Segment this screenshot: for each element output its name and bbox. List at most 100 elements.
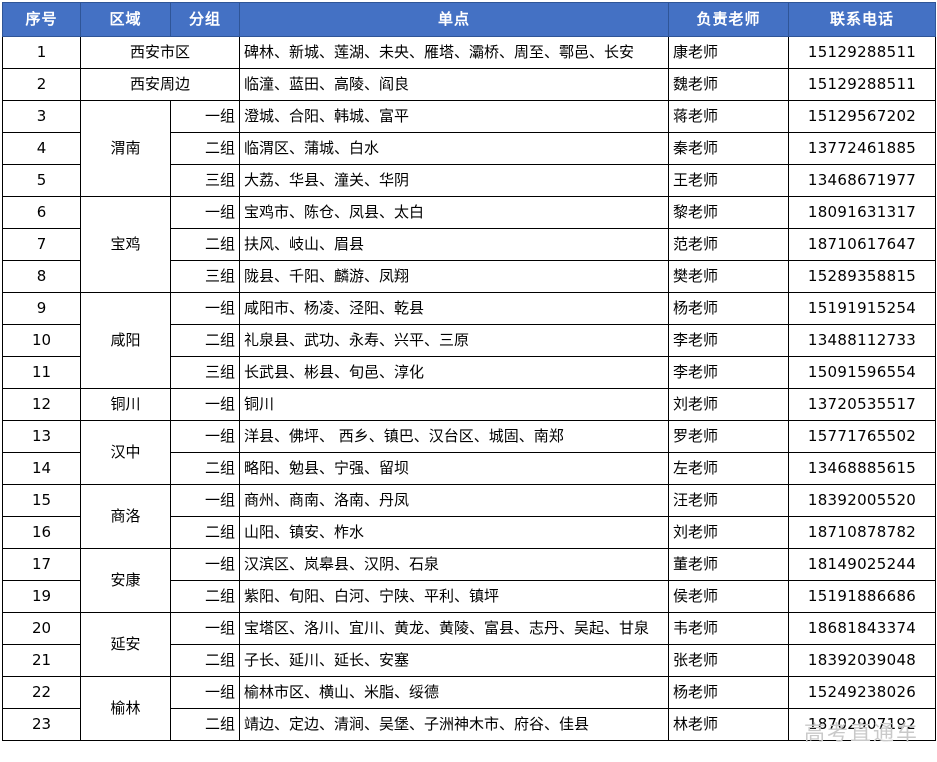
cell-phone: 15289358815	[788, 260, 936, 293]
cell-index: 20	[2, 612, 81, 645]
cell-phone: 15129288511	[788, 68, 936, 101]
cell-points: 临渭区、蒲城、白水	[239, 132, 669, 165]
column-header-region: 区域	[80, 2, 171, 37]
cell-points: 宝鸡市、陈仓、凤县、太白	[239, 196, 669, 229]
cell-group: 一组	[170, 548, 240, 581]
cell-group: 二组	[170, 228, 240, 261]
cell-group: 三组	[170, 164, 240, 197]
cell-index: 10	[2, 324, 81, 357]
cell-region: 商洛	[80, 484, 171, 549]
cell-group: 二组	[170, 708, 240, 741]
cell-group: 二组	[170, 452, 240, 485]
cell-region: 榆林	[80, 676, 171, 741]
column-header-points: 单点	[239, 2, 669, 37]
cell-index: 7	[2, 228, 81, 261]
cell-region: 铜川	[80, 388, 171, 421]
table-row: 11 三组 长武县、彬县、旬邑、淳化 李老师 15091596554	[2, 356, 936, 389]
cell-teacher: 王老师	[668, 164, 789, 197]
cell-index: 12	[2, 388, 81, 421]
table-row: 4 二组 临渭区、蒲城、白水 秦老师 13772461885	[2, 132, 936, 165]
cell-index: 1	[2, 36, 81, 69]
cell-teacher: 李老师	[668, 324, 789, 357]
cell-points: 澄城、合阳、韩城、富平	[239, 100, 669, 133]
cell-index: 4	[2, 132, 81, 165]
cell-index: 2	[2, 68, 81, 101]
cell-teacher: 范老师	[668, 228, 789, 261]
cell-region: 咸阳	[80, 292, 171, 389]
column-header-teacher: 负责老师	[668, 2, 789, 37]
cell-phone: 15129288511	[788, 36, 936, 69]
cell-group: 一组	[170, 388, 240, 421]
cell-phone: 18710878782	[788, 516, 936, 549]
cell-teacher: 杨老师	[668, 292, 789, 325]
cell-region: 汉中	[80, 420, 171, 485]
cell-group: 一组	[170, 292, 240, 325]
cell-points: 山阳、镇安、柞水	[239, 516, 669, 549]
cell-teacher: 刘老师	[668, 516, 789, 549]
cell-teacher: 左老师	[668, 452, 789, 485]
table-row: 9 咸阳 一组 咸阳市、杨凌、泾阳、乾县 杨老师 15191915254	[2, 292, 936, 389]
cell-points: 汉滨区、岚皋县、汉阴、石泉	[239, 548, 669, 581]
cell-index: 17	[2, 548, 81, 581]
cell-points: 礼泉县、武功、永寿、兴平、三原	[239, 324, 669, 357]
table-row: 10 二组 礼泉县、武功、永寿、兴平、三原 李老师 13488112733	[2, 324, 936, 357]
cell-teacher: 刘老师	[668, 388, 789, 421]
cell-teacher: 杨老师	[668, 676, 789, 709]
cell-teacher: 秦老师	[668, 132, 789, 165]
cell-index: 14	[2, 452, 81, 485]
cell-points: 陇县、千阳、麟游、凤翔	[239, 260, 669, 293]
table-row: 7 二组 扶风、岐山、眉县 范老师 18710617647	[2, 228, 936, 261]
cell-points: 洋县、佛坪、 西乡、镇巴、汉台区、城固、南郑	[239, 420, 669, 453]
cell-index: 23	[2, 708, 81, 741]
header-row: 序号 区域 分组 单点 负责老师 联系电话	[2, 2, 936, 37]
cell-group: 二组	[170, 132, 240, 165]
cell-index: 5	[2, 164, 81, 197]
table-body: 1 西安市区 碑林、新城、莲湖、未央、雁塔、灞桥、周至、鄠邑、长安 康老师 151292…	[2, 36, 936, 741]
cell-teacher: 魏老师	[668, 68, 789, 101]
table-row: 12 铜川 一组 铜川 刘老师 13720535517	[2, 388, 936, 421]
cell-index: 9	[2, 292, 81, 325]
cell-group: 一组	[170, 420, 240, 453]
cell-region: 宝鸡	[80, 196, 171, 293]
cell-points: 扶风、岐山、眉县	[239, 228, 669, 261]
cell-phone: 13468885615	[788, 452, 936, 485]
cell-teacher: 汪老师	[668, 484, 789, 517]
cell-group: 三组	[170, 260, 240, 293]
cell-group: 一组	[170, 612, 240, 645]
cell-index: 19	[2, 580, 81, 613]
cell-phone: 15191886686	[788, 580, 936, 613]
cell-phone: 15129567202	[788, 100, 936, 133]
cell-group: 二组	[170, 516, 240, 549]
cell-index: 11	[2, 356, 81, 389]
table-row: 15 商洛 一组 商州、商南、洛南、丹凤 汪老师 18392005520	[2, 484, 936, 549]
cell-region: 渭南	[80, 100, 171, 197]
cell-points: 铜川	[239, 388, 669, 421]
cell-index: 6	[2, 196, 81, 229]
table-row: 1 西安市区 碑林、新城、莲湖、未央、雁塔、灞桥、周至、鄠邑、长安 康老师 151292…	[2, 36, 936, 69]
cell-phone: 18702907192	[788, 708, 936, 741]
cell-phone: 18681843374	[788, 612, 936, 645]
cell-phone: 13720535517	[788, 388, 936, 421]
cell-points: 碑林、新城、莲湖、未央、雁塔、灞桥、周至、鄠邑、长安	[239, 36, 669, 69]
table-row: 2 西安周边 临潼、蓝田、高陵、阎良 魏老师 15129288511	[2, 68, 936, 101]
cell-phone: 18710617647	[788, 228, 936, 261]
table-row: 8 三组 陇县、千阳、麟游、凤翔 樊老师 15289358815	[2, 260, 936, 293]
table-row: 16 二组 山阳、镇安、柞水 刘老师 18710878782	[2, 516, 936, 549]
cell-points: 临潼、蓝田、高陵、阎良	[239, 68, 669, 101]
cell-teacher: 侯老师	[668, 580, 789, 613]
cell-region: 西安市区	[80, 36, 240, 69]
cell-group: 一组	[170, 484, 240, 517]
cell-points: 子长、延川、延长、安塞	[239, 644, 669, 677]
cell-points: 宝塔区、洛川、宜川、黄龙、黄陵、富县、志丹、吴起、甘泉	[239, 612, 669, 645]
cell-group: 二组	[170, 324, 240, 357]
cell-index: 21	[2, 644, 81, 677]
cell-points: 紫阳、旬阳、白河、宁陕、平利、镇坪	[239, 580, 669, 613]
cell-teacher: 黎老师	[668, 196, 789, 229]
cell-phone: 13488112733	[788, 324, 936, 357]
table-row: 23 二组 靖边、定边、清涧、吴堡、子洲神木市、府谷、佳县 林老师 1870290719…	[2, 708, 936, 741]
cell-region: 安康	[80, 548, 171, 613]
cell-group: 一组	[170, 196, 240, 229]
column-header-group: 分组	[170, 2, 240, 37]
column-header-index: 序号	[2, 2, 81, 37]
